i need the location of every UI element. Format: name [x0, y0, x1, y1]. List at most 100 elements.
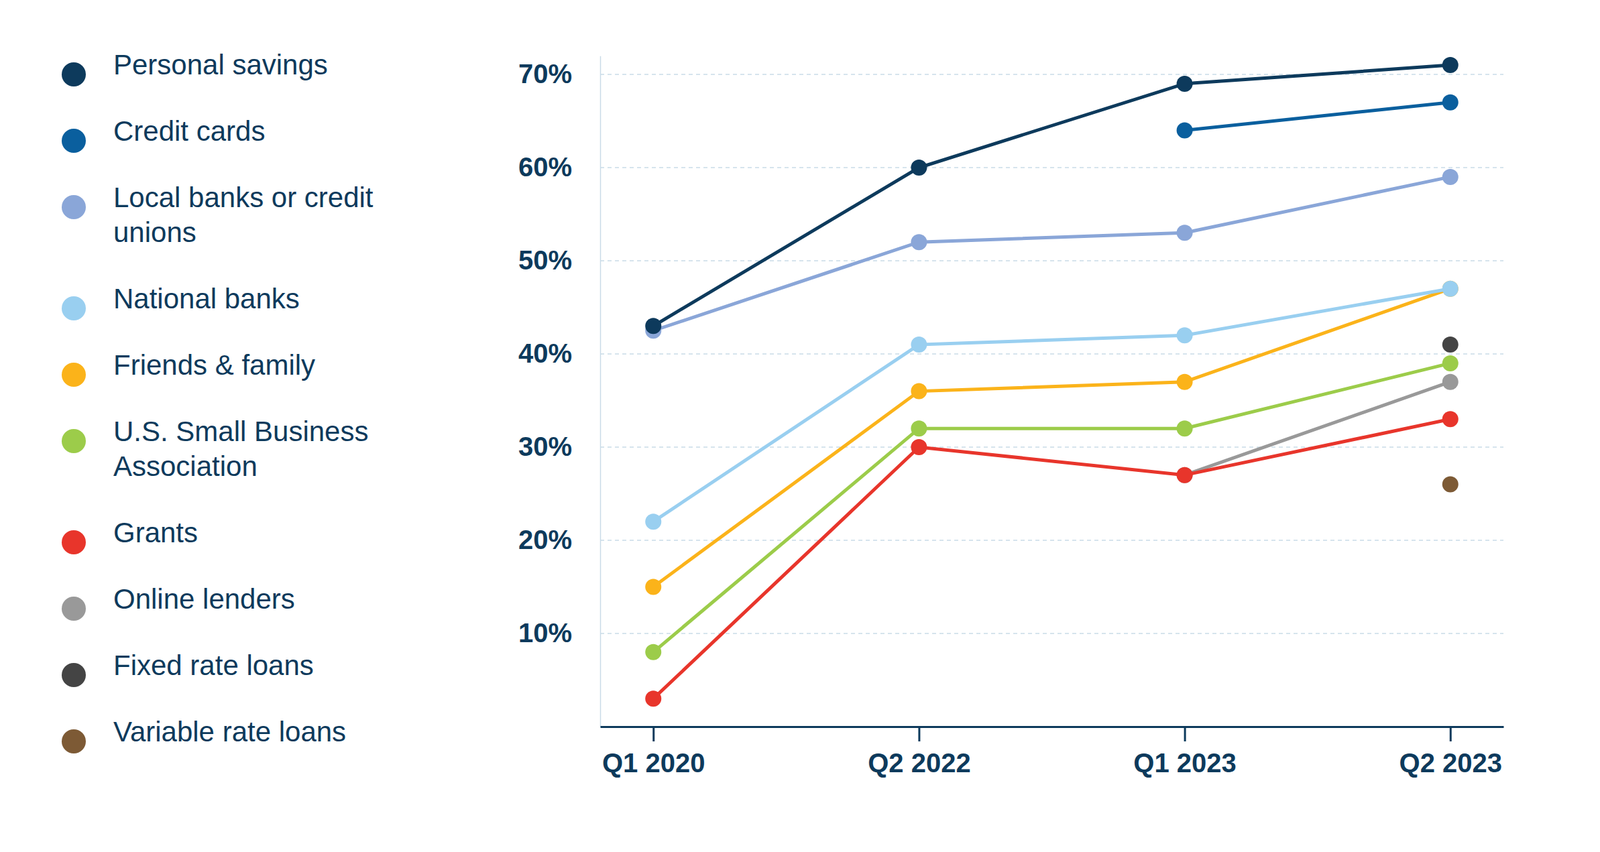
legend-label: Credit cards [113, 115, 265, 147]
y-tick: 60% [518, 152, 601, 182]
legend-item: U.S. Small BusinessAssociation [61, 415, 369, 483]
x-axis: Q1 2020 Q2 2022 Q1 2023 Q2 2023 [600, 726, 1505, 778]
legend-swatch [61, 62, 86, 87]
x-tick-label: Q2 2023 [1399, 748, 1503, 778]
y-tick-label: 70% [518, 59, 573, 89]
legend-item: Fixed rate loans [61, 649, 314, 688]
point [1176, 75, 1193, 92]
legend-item: Local banks or creditunions [61, 181, 374, 249]
grid-line [600, 539, 1504, 542]
legend-item: Grants [61, 517, 198, 555]
point [1176, 374, 1193, 391]
point [910, 159, 927, 176]
y-tick: 40% [518, 338, 601, 369]
grid-line [600, 260, 1504, 262]
x-tick: Q1 2020 [602, 726, 705, 778]
point [1176, 122, 1193, 139]
point [1176, 420, 1193, 437]
grid-line [600, 446, 1504, 448]
grid-line [600, 353, 1504, 355]
series [645, 168, 1459, 339]
series [1442, 336, 1459, 353]
legend-item: Credit cards [61, 115, 265, 153]
point [1442, 168, 1459, 186]
series-line [653, 419, 1451, 699]
y-tick-label: 20% [518, 525, 573, 555]
point [1176, 327, 1193, 344]
point [910, 420, 927, 437]
point [1442, 280, 1459, 298]
x-tick-mark [1184, 726, 1187, 742]
legend-label: Variable rate loans [113, 716, 347, 748]
chart: 10%20%30%40%50%60%70%Q1 2020Q2 2022Q1 20… [0, 0, 1600, 852]
x-tick-mark [1449, 726, 1452, 742]
legend-label: Local banks or creditunions [113, 181, 374, 249]
plot-area [645, 56, 1459, 707]
legend-swatch [61, 729, 86, 754]
y-tick-label: 30% [518, 431, 573, 462]
point [910, 383, 927, 400]
y-tick: 30% [518, 431, 601, 462]
legend-label: Fixed rate loans [113, 649, 314, 682]
y-tick: 50% [518, 245, 601, 275]
point [645, 513, 662, 530]
series [645, 411, 1459, 707]
point [1442, 476, 1459, 493]
point [1442, 355, 1459, 372]
y-tick-label: 60% [518, 152, 573, 182]
y-tick-label: 40% [518, 338, 573, 369]
x-tick-label: Q1 2023 [1133, 748, 1236, 778]
x-axis-line [600, 726, 1505, 729]
series-line [653, 363, 1451, 653]
series [645, 280, 1459, 596]
series [1442, 476, 1459, 493]
legend-swatch [61, 663, 86, 688]
grid-line [600, 166, 1504, 169]
point [1442, 336, 1459, 353]
grid-line [600, 73, 1504, 76]
point [645, 317, 662, 334]
y-axis: 10% 20% 30% 40% 50% 60% 70% [518, 56, 601, 728]
x-tick-label: Q2 2022 [867, 748, 971, 778]
y-axis-line [600, 56, 602, 728]
legend-item: Online lenders [61, 583, 296, 621]
legend-item: Personal savings [61, 48, 328, 87]
grid [600, 74, 1504, 634]
legend-swatch [61, 596, 86, 621]
y-tick: 10% [518, 618, 601, 648]
legend-label: U.S. Small BusinessAssociation [113, 415, 369, 483]
legend-item: Variable rate loans [61, 716, 347, 754]
point [1176, 224, 1193, 241]
legend: Personal savings Credit cards Local banks … [61, 48, 374, 754]
point [645, 644, 662, 661]
point [645, 579, 662, 596]
legend-label: Friends & family [113, 349, 316, 381]
point [1442, 94, 1459, 111]
series-line [1184, 102, 1451, 131]
legend-label: Grants [113, 517, 198, 549]
point [1442, 411, 1459, 428]
series [1176, 94, 1459, 139]
series-line [653, 289, 1451, 523]
x-tick: Q1 2023 [1133, 726, 1236, 778]
series-line [653, 289, 1451, 588]
point [910, 336, 927, 353]
point [1442, 56, 1459, 74]
y-tick: 70% [518, 59, 601, 89]
x-tick-mark [918, 726, 921, 742]
y-tick-label: 50% [518, 245, 573, 275]
series-line [653, 65, 1451, 326]
grid-line [600, 633, 1504, 635]
y-tick-label: 10% [518, 618, 573, 648]
legend-swatch [61, 362, 86, 387]
legend-swatch [61, 429, 86, 454]
point [910, 234, 927, 251]
series [645, 355, 1459, 661]
point [1442, 280, 1459, 298]
series [645, 56, 1459, 334]
y-tick: 20% [518, 525, 601, 555]
legend-swatch [61, 296, 86, 321]
x-tick-label: Q1 2020 [602, 748, 705, 778]
point [1176, 467, 1193, 484]
point [910, 439, 927, 456]
